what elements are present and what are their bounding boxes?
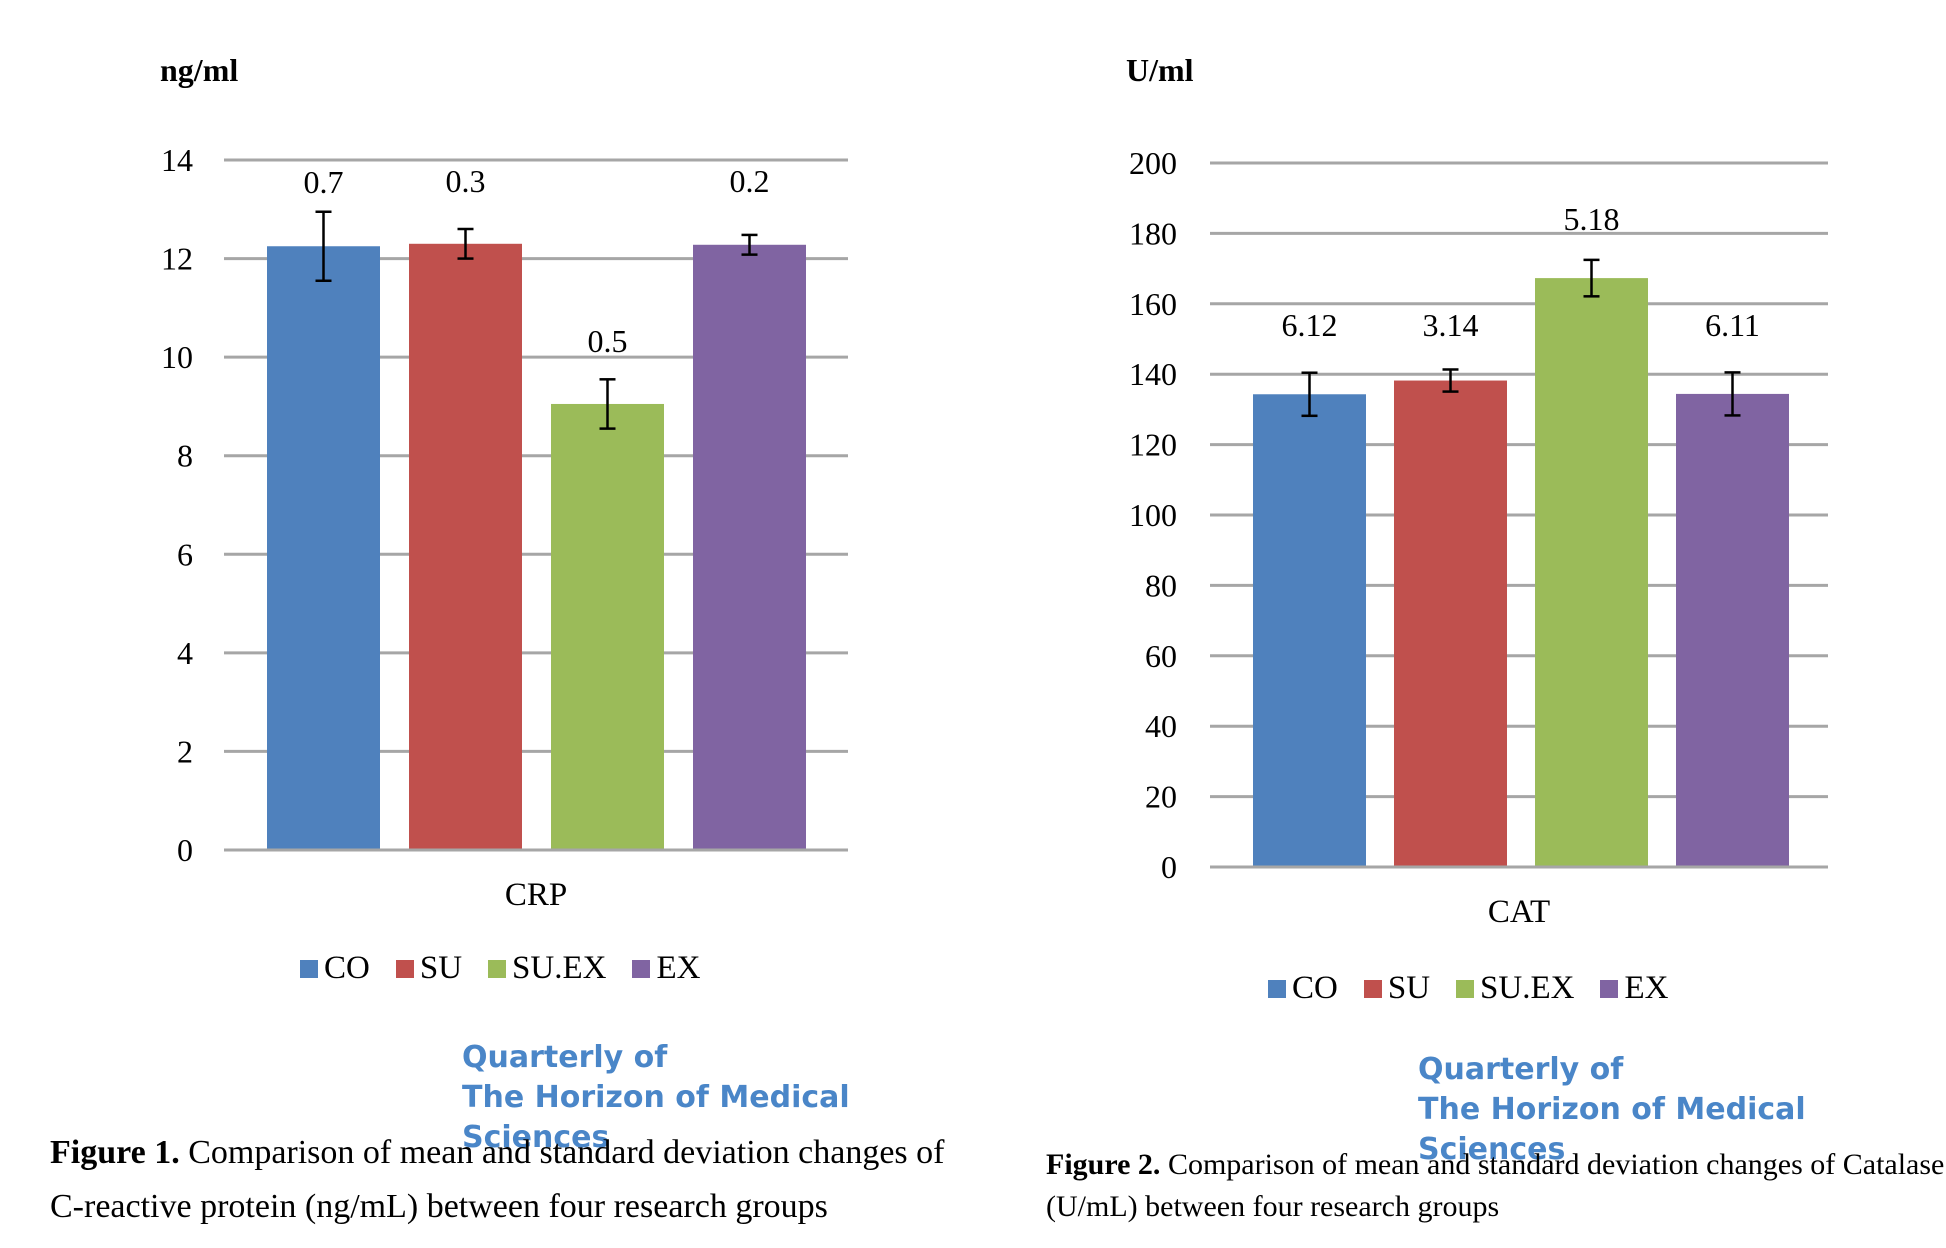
bar-co bbox=[1253, 394, 1366, 867]
y-tick-label: 8 bbox=[177, 438, 193, 474]
legend-label: SU.EX bbox=[512, 950, 607, 986]
legend-label: SU.EX bbox=[1480, 970, 1575, 1006]
figure-2-panel: U/ml 0 20 40 60 80 100 120 140 160 180 200 6.12 3.14… bbox=[960, 0, 1946, 1248]
legend-item: SU.EX bbox=[1456, 970, 1574, 1007]
data-label: 0.7 bbox=[304, 164, 344, 200]
legend-swatch bbox=[1363, 979, 1382, 998]
y-tick-label: 2 bbox=[177, 733, 193, 769]
bar-su bbox=[409, 243, 522, 851]
legend-label: CO bbox=[1292, 970, 1338, 1006]
legend-swatch bbox=[395, 959, 414, 978]
y-tick-label: 120 bbox=[1129, 427, 1177, 463]
chart-legend: CO SU SU.EX EX bbox=[1268, 970, 1668, 1007]
bar-su-ex bbox=[551, 403, 664, 850]
caption-text: Comparison of mean and standard deviatio… bbox=[1046, 1148, 1945, 1223]
legend-item: EX bbox=[632, 950, 700, 987]
y-tick-label: 80 bbox=[1145, 567, 1177, 603]
y-tick-label: 60 bbox=[1145, 638, 1177, 674]
caption-label: Figure 2. bbox=[1046, 1148, 1161, 1181]
x-category-label: CRP bbox=[505, 877, 567, 913]
legend-item: SU bbox=[1363, 970, 1431, 1007]
y-tick-label: 0 bbox=[1161, 849, 1177, 885]
caption-label: Figure 1. bbox=[50, 1134, 180, 1171]
legend-label: CO bbox=[324, 950, 370, 986]
cat-bar-chart: 0 20 40 60 80 100 120 140 160 180 200 6.12 3.14 5.18 6… bbox=[1129, 145, 1828, 930]
y-tick-label: 140 bbox=[1129, 356, 1177, 392]
legend-swatch bbox=[300, 959, 318, 978]
figure-caption: Figure 1. Comparison of mean and standar… bbox=[50, 1126, 955, 1234]
y-tick-label: 160 bbox=[1129, 286, 1177, 322]
data-label: 5.18 bbox=[1564, 201, 1620, 237]
data-label: 6.12 bbox=[1282, 307, 1338, 343]
bar-ex bbox=[1676, 393, 1789, 867]
legend-item: EX bbox=[1600, 970, 1668, 1007]
journal-watermark: Quarterly of The Horizon of Medical Scie… bbox=[1418, 1050, 1946, 1170]
legend-label: SU bbox=[1387, 970, 1431, 1006]
legend-item: SU bbox=[395, 950, 463, 987]
journal-line-1: Quarterly of bbox=[1418, 1052, 1624, 1087]
legend-swatch bbox=[632, 959, 651, 978]
chart-legend: CO SU SU.EX EX bbox=[300, 950, 700, 987]
bar-co bbox=[267, 246, 380, 850]
figure-1-panel: ng/ml 0 2 4 6 8 10 12 14 0.7 0.3 0.5 0.2 CRP CO SU SU.… bbox=[0, 0, 960, 1248]
legend-swatch bbox=[1600, 979, 1619, 998]
journal-line-2: The Horizon of Medical Sciences bbox=[1418, 1092, 1806, 1167]
y-tick-label: 4 bbox=[177, 635, 193, 671]
legend-item: SU.EX bbox=[488, 950, 606, 987]
legend-label: EX bbox=[1624, 970, 1669, 1006]
y-tick-label: 20 bbox=[1145, 779, 1177, 815]
legend-item: CO bbox=[1268, 970, 1338, 1007]
legend-label: SU bbox=[419, 950, 463, 986]
y-unit-label: ng/ml bbox=[160, 52, 239, 88]
y-tick-label: 12 bbox=[161, 241, 193, 277]
caption-text: Comparison of mean and standard deviatio… bbox=[50, 1134, 945, 1225]
legend-label: EX bbox=[656, 950, 701, 986]
data-label: 6.11 bbox=[1705, 307, 1760, 343]
journal-watermark: Quarterly of The Horizon of Medical Scie… bbox=[462, 1038, 960, 1158]
data-label: 0.2 bbox=[730, 163, 770, 199]
legend-swatch bbox=[1268, 979, 1286, 998]
y-tick-label: 200 bbox=[1129, 145, 1177, 181]
y-tick-label: 14 bbox=[161, 142, 193, 178]
y-tick-label: 180 bbox=[1129, 215, 1177, 251]
journal-line-1: Quarterly of bbox=[462, 1040, 668, 1075]
legend-item: CO bbox=[300, 950, 370, 987]
legend-swatch bbox=[1456, 979, 1475, 998]
legend-swatch bbox=[488, 959, 507, 978]
figure-caption: Figure 2. Comparison of mean and standar… bbox=[1046, 1144, 1946, 1228]
bar-su bbox=[1394, 380, 1507, 867]
y-tick-label: 40 bbox=[1145, 708, 1177, 744]
crp-bar-chart: 0 2 4 6 8 10 12 14 0.7 0.3 0.5 0.2 CRP bbox=[161, 142, 848, 913]
data-label: 0.3 bbox=[446, 163, 486, 199]
bar-su-ex bbox=[1535, 278, 1648, 867]
x-category-label: CAT bbox=[1488, 894, 1550, 930]
y-tick-label: 6 bbox=[177, 536, 193, 572]
y-tick-label: 10 bbox=[161, 339, 193, 375]
journal-line-2: The Horizon of Medical Sciences bbox=[462, 1080, 850, 1155]
y-unit-label: U/ml bbox=[1126, 52, 1194, 88]
data-label: 0.5 bbox=[588, 323, 628, 359]
y-tick-label: 0 bbox=[177, 832, 193, 868]
bar-ex bbox=[693, 244, 806, 850]
y-tick-label: 100 bbox=[1129, 497, 1177, 533]
data-label: 3.14 bbox=[1423, 307, 1479, 343]
